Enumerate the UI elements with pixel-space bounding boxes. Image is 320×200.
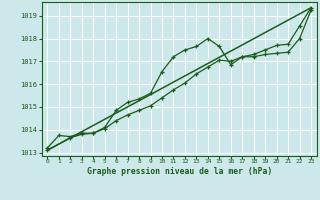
X-axis label: Graphe pression niveau de la mer (hPa): Graphe pression niveau de la mer (hPa)	[87, 167, 272, 176]
